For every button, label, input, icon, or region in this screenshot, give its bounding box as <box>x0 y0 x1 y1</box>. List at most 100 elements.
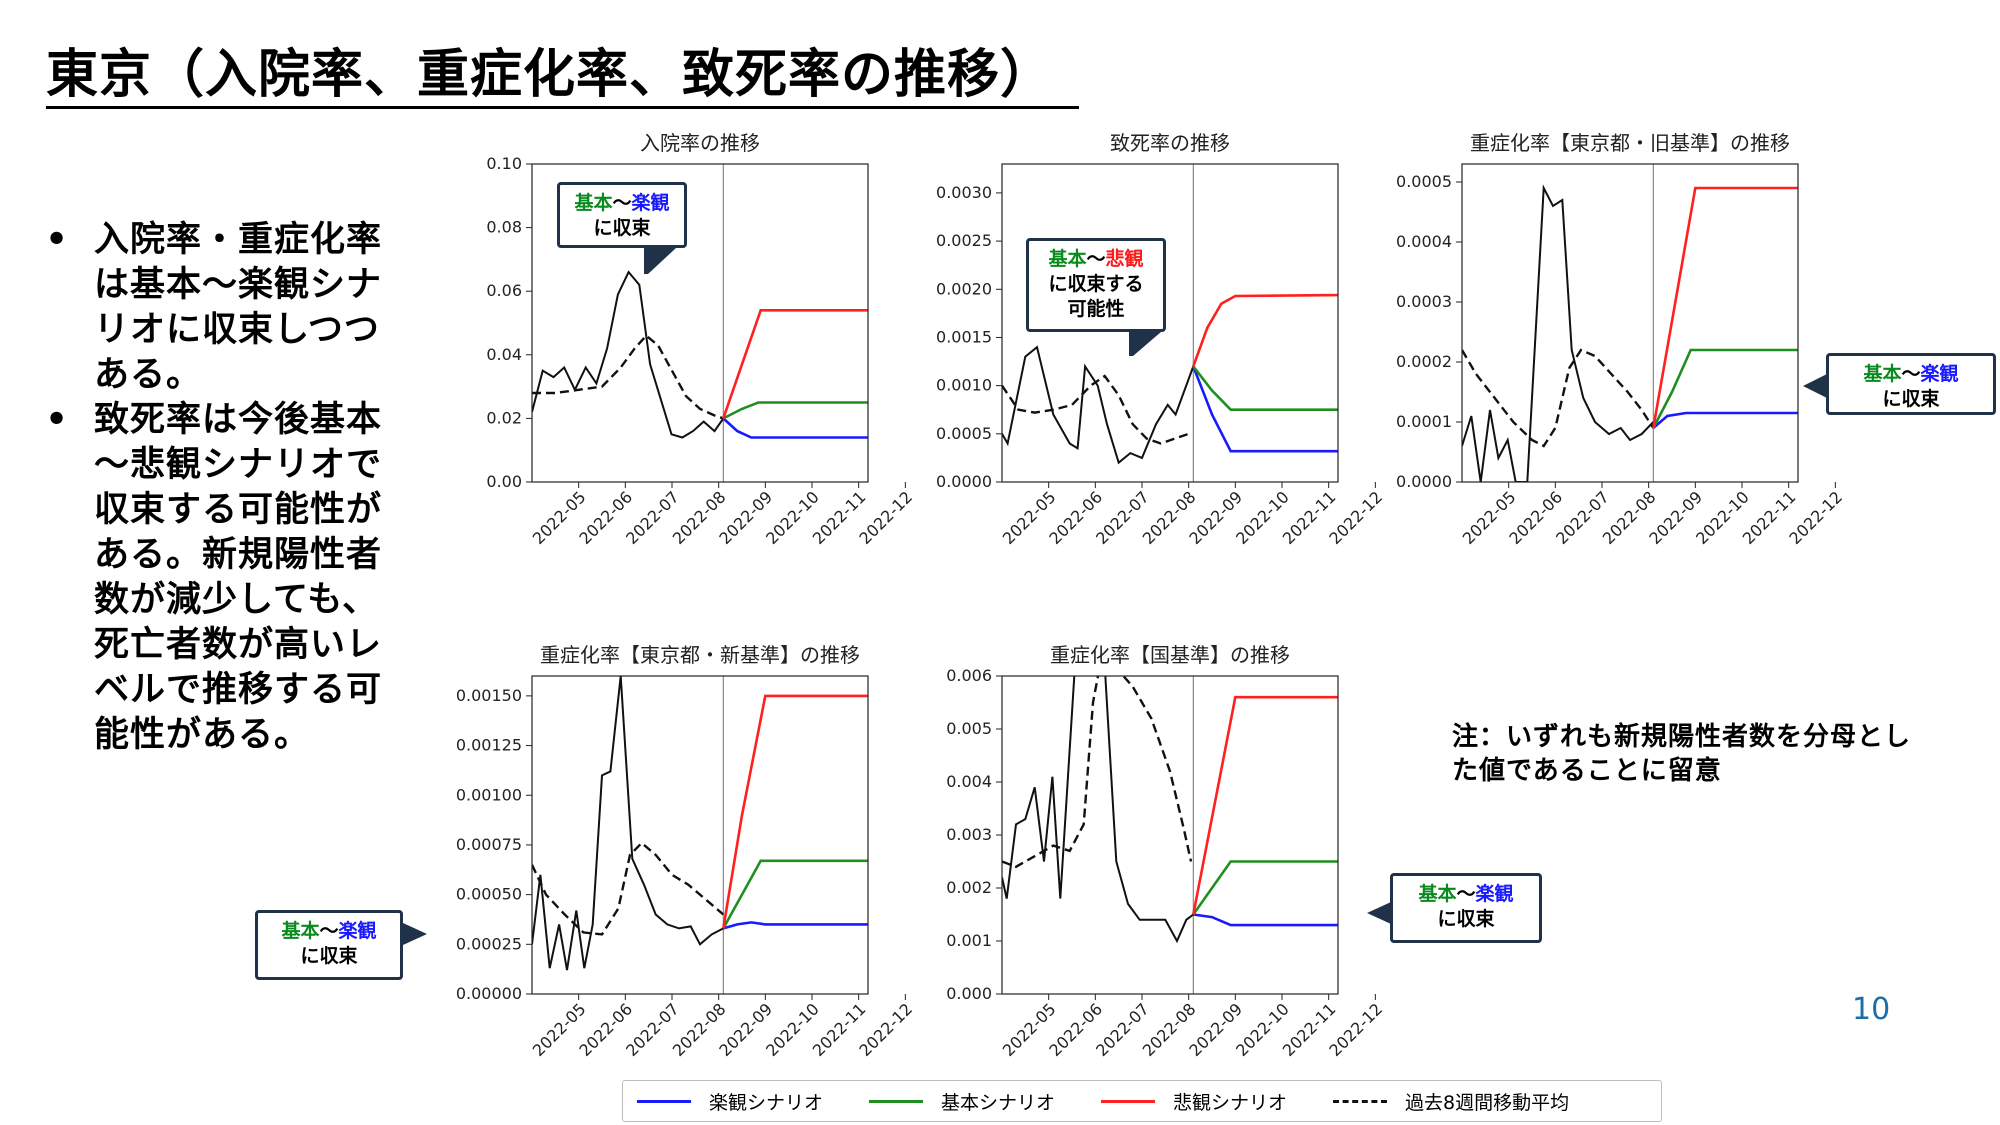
callout-tail <box>1129 332 1161 356</box>
callout-wave: ～ <box>612 192 631 214</box>
legend-item-optimistic: 楽観シナリオ <box>637 1088 823 1115</box>
chart-severe-national: 重症化率【国基準】の推移 0.000 0.001 0.002 0.003 0.004 0.0… <box>910 642 1350 1072</box>
series-moving-average <box>532 843 723 934</box>
y-tick-label: 0.0000 <box>936 472 992 491</box>
y-tick-label: 0.00075 <box>456 835 522 854</box>
series-pessimistic <box>1653 188 1798 428</box>
series-optimistic <box>1193 915 1338 926</box>
y-tick-label: 0.00025 <box>456 934 522 953</box>
callout-hospitalization: 基本～楽観 に収束 <box>557 182 687 248</box>
series-actual <box>532 272 723 437</box>
y-tick-label: 0.0005 <box>936 424 992 443</box>
y-tick-label: 0.00100 <box>456 785 522 804</box>
bullet-text: 入院率・重症化率は基本～楽観シナリオに収束しつつある。 <box>94 220 382 395</box>
callout-converge: に収束 <box>1829 387 1993 412</box>
series-optimistic <box>723 922 868 928</box>
callout-line: 基本～楽観 <box>258 919 400 944</box>
legend-item-pessimistic: 悲観シナリオ <box>1101 1088 1287 1115</box>
callout-converge: に収束 <box>1393 907 1539 932</box>
bullet-item: • 致死率は今後基本～悲観シナリオで収束する可能性がある。新規陽性者数が減少して… <box>40 398 410 758</box>
series-optimistic <box>723 418 868 437</box>
callout-severe-new: 基本～楽観 に収束 <box>255 910 403 980</box>
chart-title: 重症化率【東京都・新基準】の推移 <box>540 643 860 667</box>
y-tick-label: 0.02 <box>486 408 522 427</box>
series-optimistic <box>1653 413 1798 428</box>
plot-frame <box>1462 164 1798 482</box>
legend-item-base: 基本シナリオ <box>869 1088 1055 1115</box>
callout-possibility: 可能性 <box>1029 297 1163 322</box>
y-tick-label: 0.003 <box>946 825 992 844</box>
y-tick-label: 0.10 <box>486 154 522 173</box>
series-actual <box>1462 188 1653 482</box>
y-tick-label: 0.0010 <box>936 376 992 395</box>
series-base <box>1193 862 1338 915</box>
callout-wave: ～ <box>1086 248 1105 270</box>
y-tick-label: 0.06 <box>486 281 522 300</box>
plot-frame <box>1002 676 1338 994</box>
series-base <box>723 403 868 419</box>
callout-hikan: 悲観 <box>1106 248 1144 270</box>
y-tick-label: 0.00000 <box>456 984 522 1003</box>
chart-severe-old-svg: 重症化率【東京都・旧基準】の推移 0.0000 0.0001 0.0002 0.0003… <box>1370 130 1810 560</box>
callout-fatality: 基本～悲観 に収束する 可能性 <box>1026 238 1166 332</box>
series-moving-average <box>1002 665 1191 866</box>
y-tick-label: 0.08 <box>486 218 522 237</box>
callout-wave: ～ <box>1456 883 1475 905</box>
chart-severe-new: 重症化率【東京都・新基準】の推移 0.00000 0.00025 0.00050 0.0… <box>440 642 880 1072</box>
y-tick-label: 0.00050 <box>456 885 522 904</box>
plot-frame <box>532 676 868 994</box>
callout-tail <box>1367 902 1391 924</box>
callout-severe-national: 基本～楽観 に収束 <box>1390 873 1542 943</box>
y-tick-label: 0.0030 <box>936 183 992 202</box>
legend-label: 悲観シナリオ <box>1173 1088 1287 1115</box>
series-pessimistic <box>723 696 868 929</box>
page-number: 10 <box>1852 992 1890 1027</box>
callout-converge: に収束 <box>560 216 684 241</box>
y-tick-label: 0.005 <box>946 719 992 738</box>
y-tick-label: 0.00150 <box>456 686 522 705</box>
legend-label: 楽観シナリオ <box>709 1088 823 1115</box>
bullet-list: • 入院率・重症化率は基本～楽観シナリオに収束しつつある。 • 致死率は今後基本… <box>40 218 410 758</box>
callout-converge-possible: に収束する <box>1029 272 1163 297</box>
y-tick-label: 0.0025 <box>936 231 992 250</box>
y-tick-label: 0.0002 <box>1396 352 1452 371</box>
y-tick-label: 0.0005 <box>1396 172 1452 191</box>
y-tick-label: 0.0003 <box>1396 292 1452 311</box>
series-actual <box>1002 347 1193 463</box>
y-tick-label: 0.001 <box>946 931 992 950</box>
callout-tail <box>644 248 676 274</box>
chart-title: 致死率の推移 <box>1110 131 1230 155</box>
bullet-item: • 入院率・重症化率は基本～楽観シナリオに収束しつつある。 <box>40 218 410 398</box>
callout-line: 基本～楽観 <box>560 191 684 216</box>
chart-severe-national-svg: 重症化率【国基準】の推移 0.000 0.001 0.002 0.003 0.004 0.0… <box>910 642 1350 1072</box>
plot-area <box>1462 164 1798 482</box>
callout-severe-old: 基本～楽観 に収束 <box>1826 353 1996 415</box>
y-tick-label: 0.00125 <box>456 736 522 755</box>
chart-severe-new-svg: 重症化率【東京都・新基準】の推移 0.00000 0.00025 0.00050 0.0… <box>440 642 880 1072</box>
y-tick-label: 0.04 <box>486 345 522 364</box>
callout-kihon: 基本 <box>574 192 612 214</box>
plot-area <box>532 676 868 994</box>
y-tick-label: 0.00 <box>486 472 522 491</box>
callout-line: 基本～楽観 <box>1393 882 1539 907</box>
y-tick-label: 0.002 <box>946 878 992 897</box>
chart-severe-old: 重症化率【東京都・旧基準】の推移 0.0000 0.0001 0.0002 0.0003… <box>1370 130 1810 560</box>
callout-wave: ～ <box>319 920 338 942</box>
callout-line: 基本～悲観 <box>1029 247 1163 272</box>
bullet-marker: • <box>42 398 72 443</box>
y-tick-label: 0.0020 <box>936 279 992 298</box>
y-tick-label: 0.004 <box>946 772 992 791</box>
legend-swatch <box>869 1100 923 1103</box>
series-base <box>723 861 868 929</box>
series-moving-average <box>532 336 723 419</box>
callout-kihon: 基本 <box>1418 883 1456 905</box>
callout-converge: に収束 <box>258 944 400 969</box>
callout-rakkan: 楽観 <box>632 192 670 214</box>
chart-title: 入院率の推移 <box>640 131 760 155</box>
y-tick-label: 0.0000 <box>1396 472 1452 491</box>
callout-kihon: 基本 <box>1048 248 1086 270</box>
series-actual <box>532 676 723 970</box>
chart-title: 重症化率【国基準】の推移 <box>1050 643 1290 667</box>
callout-line: 基本～楽観 <box>1829 362 1993 387</box>
y-tick-label: 0.000 <box>946 984 992 1003</box>
